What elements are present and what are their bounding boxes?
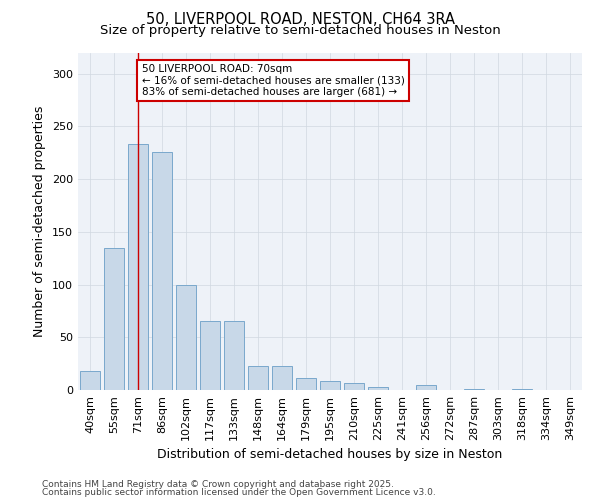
Text: 50 LIVERPOOL ROAD: 70sqm
← 16% of semi-detached houses are smaller (133)
83% of : 50 LIVERPOOL ROAD: 70sqm ← 16% of semi-d…	[142, 64, 404, 98]
Text: Contains HM Land Registry data © Crown copyright and database right 2025.: Contains HM Land Registry data © Crown c…	[42, 480, 394, 489]
Text: Size of property relative to semi-detached houses in Neston: Size of property relative to semi-detach…	[100, 24, 500, 37]
Bar	[368, 387, 388, 390]
Bar	[248, 366, 268, 390]
Y-axis label: Number of semi-detached properties: Number of semi-detached properties	[34, 106, 46, 337]
Bar	[512, 389, 532, 390]
Bar	[296, 378, 316, 390]
Bar	[344, 382, 364, 390]
X-axis label: Distribution of semi-detached houses by size in Neston: Distribution of semi-detached houses by …	[157, 448, 503, 462]
Bar	[128, 144, 148, 390]
Bar	[224, 322, 244, 390]
Bar	[416, 384, 436, 390]
Bar	[200, 322, 220, 390]
Text: 50, LIVERPOOL ROAD, NESTON, CH64 3RA: 50, LIVERPOOL ROAD, NESTON, CH64 3RA	[146, 12, 455, 28]
Bar	[176, 284, 196, 390]
Bar	[272, 366, 292, 390]
Bar	[104, 248, 124, 390]
Bar	[320, 380, 340, 390]
Bar	[80, 371, 100, 390]
Bar	[152, 152, 172, 390]
Bar	[464, 389, 484, 390]
Text: Contains public sector information licensed under the Open Government Licence v3: Contains public sector information licen…	[42, 488, 436, 497]
